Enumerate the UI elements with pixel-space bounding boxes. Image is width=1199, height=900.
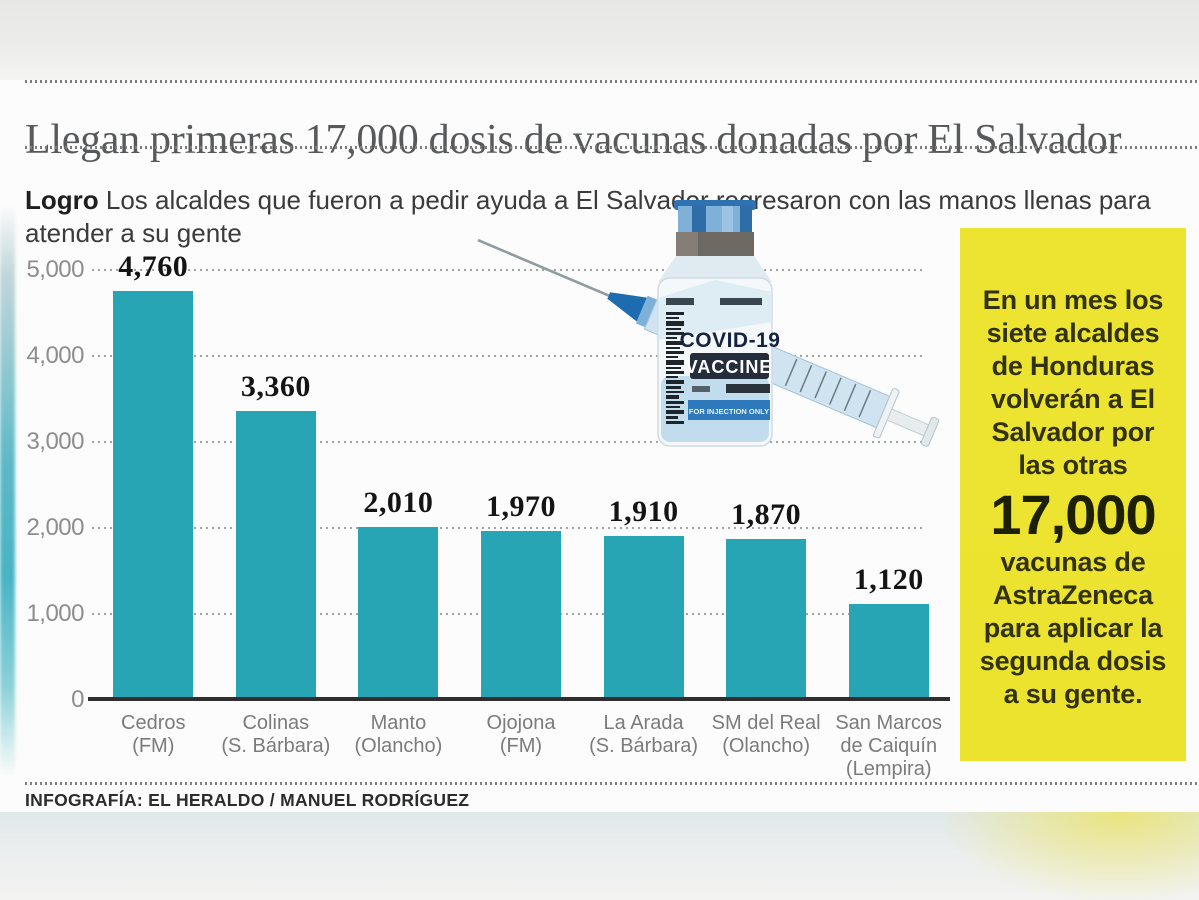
bar <box>726 539 807 700</box>
bar-value-label: 1,910 <box>608 494 679 528</box>
bar-value-label: 1,970 <box>485 489 556 523</box>
vial-label-covid19: COVID-19 <box>680 329 781 352</box>
x-label-line: San Marcos <box>835 712 943 734</box>
x-label-line: Manto <box>370 712 427 734</box>
x-label-line: Colinas <box>242 712 310 734</box>
bar-column-7: 1,120 San Marcos de Caiquín (Lempira) <box>827 270 950 780</box>
barcode-icon <box>666 312 684 424</box>
bar-column-2: 3,360 Colinas (S. Bárbara) <box>215 270 338 757</box>
x-label-line: (S. Bárbara) <box>589 734 699 757</box>
y-tick-label: 3,000 <box>26 428 84 455</box>
gridline-5000 <box>92 269 922 271</box>
bar-column-5: 1,910 La Arada (S. Bárbara) <box>582 270 705 757</box>
x-label-line: de Caiquín <box>840 734 938 757</box>
left-teal-edge-glow <box>0 205 15 775</box>
note-text-after: vacunas de AstraZeneca para aplicar la s… <box>979 547 1167 710</box>
x-axis-category-label: San Marcos de Caiquín (Lempira) <box>824 712 954 780</box>
dotted-rule-under-title <box>25 146 1199 149</box>
x-label-line: (FM) <box>499 734 543 757</box>
vial-syringe-svg: COVID-19 VACCINE FOR INJECTION ONLY <box>477 200 940 447</box>
dotted-rule-bottom <box>25 782 1199 785</box>
dotted-rule-top <box>25 80 1199 83</box>
sidebar-note: En un mes los siete alcaldes de Honduras… <box>960 228 1186 761</box>
gridline-3000 <box>92 441 922 443</box>
lede-text: Los alcaldes que fueron a pedir ayuda a … <box>25 185 1151 248</box>
x-axis-category-label: SM del Real (Olancho) <box>701 712 831 758</box>
infographic-credit: INFOGRAFÍA: EL HERALDO / MANUEL RODRÍGUE… <box>25 790 470 810</box>
bar-column-6: 1,870 SM del Real (Olancho) <box>705 270 828 757</box>
bar <box>848 603 929 700</box>
x-label-line: La Arada <box>603 712 684 734</box>
x-axis-category-label: Cedros (FM) <box>88 712 218 758</box>
x-label-line: SM del Real <box>711 712 821 734</box>
vial-strip-text: FOR INJECTION ONLY <box>689 407 769 416</box>
x-label-line: (FM) <box>132 734 175 757</box>
x-label-line: (Olancho) <box>354 734 443 757</box>
vial-label-vaccine: VACCINE <box>686 357 773 377</box>
bar <box>480 530 561 700</box>
bar-column-1: 4,760 Cedros (FM) <box>92 250 215 757</box>
x-label-line: (Lempira) <box>845 757 932 780</box>
y-tick-label: 0 <box>71 686 84 713</box>
gridline-4000 <box>92 355 922 357</box>
x-axis-category-label: Ojojona (FM) <box>456 712 586 758</box>
x-axis-category-label: La Arada (S. Bárbara) <box>579 712 709 758</box>
bar <box>113 290 194 700</box>
lede-kicker: Logro <box>25 185 99 215</box>
bar <box>235 411 316 700</box>
bar-value-label: 1,120 <box>853 562 924 596</box>
bar-value-label: 2,010 <box>363 486 434 520</box>
vaccine-vial-illustration: COVID-19 VACCINE FOR INJECTION ONLY <box>460 194 940 454</box>
x-label-line: (S. Bárbara) <box>221 734 331 757</box>
x-label-line: (Olancho) <box>722 734 811 757</box>
note-big-number: 17,000 <box>990 482 1156 546</box>
lede-paragraph: Logro Los alcaldes que fueron a pedir ay… <box>25 184 1160 249</box>
bar-chart-plot: 4,760 Cedros (FM) 3,360 Colinas (S. Bárbara) 2… <box>92 250 950 780</box>
bar-column-3: 2,010 Manto (Olancho) <box>337 270 460 757</box>
x-label-line: Ojojona <box>486 712 556 734</box>
y-tick-label: 2,000 <box>26 514 84 541</box>
bar-column-4: 1,970 Ojojona (FM) <box>460 270 583 757</box>
x-label-line: Cedros <box>121 712 186 734</box>
bottom-gradient-band <box>0 812 1199 900</box>
y-tick-label: 4,000 <box>26 342 84 369</box>
top-gradient-band <box>0 0 1199 80</box>
x-axis-baseline <box>88 697 950 701</box>
y-axis: 5,000 4,000 3,000 2,000 1,000 0 <box>0 256 84 713</box>
vial-icon: COVID-19 VACCINE FOR INJECTION ONLY <box>657 200 781 447</box>
gridline-2000 <box>92 527 922 529</box>
bar-value-label: 1,870 <box>731 498 802 532</box>
bar <box>603 535 684 700</box>
bar-value-label: 3,360 <box>240 370 311 404</box>
x-axis-category-label: Manto (Olancho) <box>333 712 463 758</box>
bar <box>358 527 439 700</box>
bar-value-label: 4,760 <box>118 249 189 283</box>
x-axis-category-label: Colinas (S. Bárbara) <box>211 712 341 758</box>
page-title: Llegan primeras 17,000 dosis de vacunas … <box>25 117 1122 164</box>
y-tick-label: 1,000 <box>26 600 84 627</box>
y-tick-label: 5,000 <box>26 256 84 283</box>
note-text-before: En un mes los siete alcaldes de Honduras… <box>982 285 1164 480</box>
